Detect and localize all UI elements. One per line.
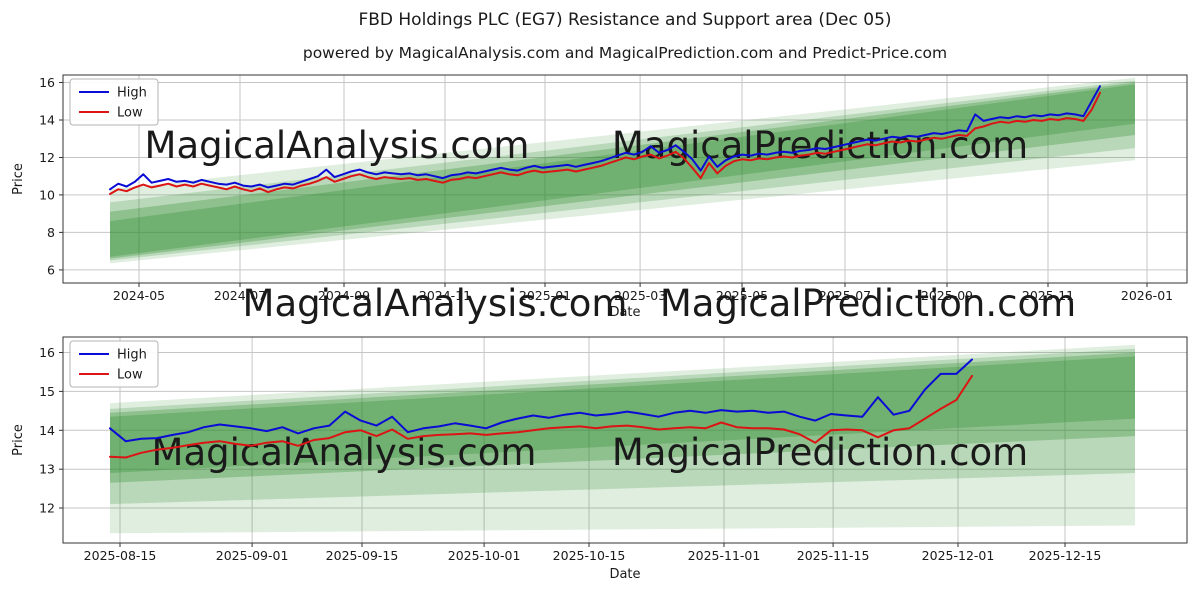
x-tick-label: 2025-10-15 — [553, 548, 626, 563]
y-tick-label: 16 — [39, 75, 55, 90]
high-price-line — [109, 85, 1101, 191]
top-chart: MagicalAnalysis.com MagicalPrediction.com… — [39, 74, 1188, 325]
support-resistance-band — [110, 77, 1135, 264]
x-tick-label: 2024-07 — [214, 288, 266, 303]
x-tick-label: 2025-09-01 — [216, 548, 289, 563]
watermark-text: MagicalAnalysis.com — [243, 282, 628, 325]
high-price-line — [109, 358, 973, 443]
x-tick-label: 2025-10-01 — [448, 548, 521, 563]
support-resistance-band — [110, 356, 1135, 473]
y-tick-label: 8 — [47, 225, 55, 240]
x-tick-label: 2025-12-01 — [922, 548, 995, 563]
support-resistance-band — [110, 352, 1135, 483]
x-tick-label: 2025-11-15 — [797, 548, 870, 563]
x-tick-label: 2026-01 — [1121, 288, 1173, 303]
x-tick-label: 2025-08-15 — [84, 548, 157, 563]
legend-high-label: High — [117, 86, 147, 101]
watermark-text: MagicalPrediction.com — [612, 431, 1028, 474]
legend-low-label: Low — [117, 106, 143, 121]
support-resistance-band — [110, 82, 1135, 259]
y-tick-label: 12 — [39, 501, 55, 516]
support-resistance-band — [110, 84, 1135, 257]
y-tick-label: 15 — [39, 384, 55, 399]
watermark-text: MagicalAnalysis.com — [145, 124, 530, 167]
plot-border — [62, 74, 1188, 284]
y-tick-label: 6 — [47, 262, 55, 277]
bottom-x-axis-label: Date — [609, 567, 640, 582]
x-tick-label: 2025-11 — [1022, 288, 1074, 303]
x-tick-label: 2025-03 — [614, 288, 666, 303]
legend-box — [69, 340, 159, 388]
x-tick-label: 2025-01 — [519, 288, 571, 303]
x-tick-label: 2024-05 — [113, 288, 165, 303]
y-tick-label: 14 — [39, 113, 55, 128]
legend-box — [69, 78, 159, 126]
y-tick-label: 16 — [39, 345, 55, 360]
top-x-axis-label: Date — [609, 305, 640, 320]
figure-subtitle: powered by MagicalAnalysis.com and Magic… — [303, 44, 947, 62]
low-price-line — [109, 91, 1101, 195]
support-resistance-band — [110, 344, 1135, 534]
x-tick-label: 2025-09 — [921, 288, 973, 303]
x-tick-label: 2025-12-15 — [1029, 548, 1102, 563]
x-tick-label: 2025-05 — [716, 288, 768, 303]
x-tick-label: 2025-07 — [819, 288, 871, 303]
support-resistance-band — [110, 80, 1135, 261]
legend-high-label: High — [117, 348, 147, 363]
x-tick-label: 2025-11-01 — [688, 548, 761, 563]
x-tick-label: 2025-09-15 — [326, 548, 399, 563]
bottom-chart: MagicalAnalysis.com MagicalPrediction.com… — [39, 336, 1188, 563]
x-tick-label: 2024-11 — [419, 288, 471, 303]
y-tick-label: 12 — [39, 150, 55, 165]
watermark-text: MagicalAnalysis.com — [152, 431, 537, 474]
top-y-axis-label: Price — [11, 163, 26, 195]
y-tick-label: 14 — [39, 423, 55, 438]
legend-low-label: Low — [117, 368, 143, 383]
bottom-y-axis-label: Price — [11, 424, 26, 456]
low-price-line — [109, 374, 973, 459]
y-tick-label: 10 — [39, 187, 55, 202]
figure-title: FBD Holdings PLC (EG7) Resistance and Su… — [358, 10, 891, 30]
x-tick-label: 2024-09 — [318, 288, 370, 303]
watermark-text: MagicalPrediction.com — [660, 282, 1076, 325]
plot-border — [62, 336, 1188, 544]
y-tick-label: 13 — [39, 462, 55, 477]
